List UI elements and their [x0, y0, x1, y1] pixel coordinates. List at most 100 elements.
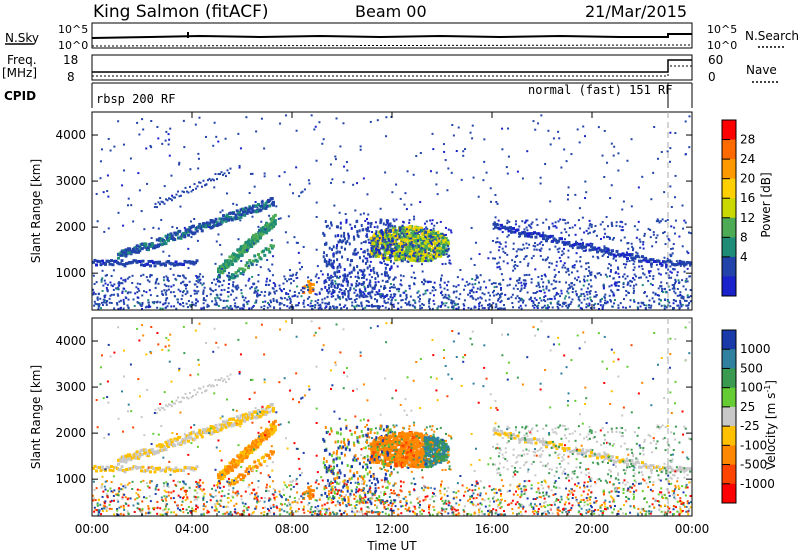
power-cell	[330, 285, 333, 288]
power-cell	[142, 128, 145, 131]
power-cell	[684, 120, 687, 123]
power-cell	[539, 249, 542, 252]
power-cell	[354, 252, 357, 256]
power-cell	[415, 235, 419, 239]
velocity-cell	[204, 431, 208, 435]
power-cell	[228, 255, 232, 259]
power-cell	[574, 290, 577, 293]
power-cell	[164, 306, 167, 309]
power-cell	[372, 234, 376, 238]
velocity-cell	[217, 379, 220, 382]
power-cell	[385, 219, 388, 223]
velocity-cell	[163, 446, 167, 450]
power-cell	[572, 287, 575, 290]
power-cell	[627, 247, 630, 250]
power-cell	[532, 254, 535, 257]
power-cell	[550, 283, 553, 286]
power-cell	[118, 281, 121, 284]
power-cell	[95, 263, 98, 267]
power-cell	[628, 259, 631, 262]
power-cell	[216, 280, 219, 283]
power-cell	[434, 233, 438, 237]
power-cell	[219, 280, 222, 283]
power-cell	[394, 246, 397, 249]
power-cell	[180, 282, 183, 285]
power-cell	[106, 283, 109, 286]
power-cell	[298, 261, 301, 264]
power-cell	[276, 301, 279, 304]
power-cell	[234, 275, 237, 278]
power-cell	[341, 291, 344, 295]
power-cell	[381, 233, 384, 237]
velocity-cell	[576, 452, 580, 456]
power-cell	[356, 219, 359, 223]
power-cell	[593, 295, 596, 298]
power-cell	[370, 250, 374, 254]
power-cell	[622, 281, 625, 284]
power-cell	[303, 188, 306, 191]
power-cell	[606, 275, 609, 278]
power-cell	[329, 259, 332, 262]
power-cell	[624, 223, 627, 226]
power-cell	[240, 253, 244, 257]
power-cell	[503, 307, 506, 310]
velocity-cell	[131, 466, 134, 470]
power-cell	[387, 298, 390, 301]
power-cell	[171, 194, 174, 197]
power-cell	[346, 257, 349, 261]
power-cell	[582, 292, 585, 295]
power-cell	[284, 231, 287, 234]
power-cell	[120, 277, 123, 280]
power-cell	[609, 197, 612, 200]
power-cell	[526, 264, 529, 267]
velocity-cell	[273, 419, 277, 423]
power-cell	[337, 240, 340, 244]
power-cell	[174, 277, 177, 280]
power-cell	[625, 294, 628, 297]
power-cell	[448, 259, 451, 262]
power-cell	[526, 247, 529, 250]
power-cell	[172, 273, 175, 276]
power-cell	[225, 299, 228, 302]
power-cell	[95, 281, 98, 284]
power-cell	[429, 219, 432, 222]
power-cell	[417, 255, 420, 258]
power-cell	[426, 240, 430, 244]
power-cell	[372, 239, 375, 242]
velocity-cell	[650, 468, 653, 472]
power-cell	[424, 249, 427, 252]
velocity-cell	[606, 453, 610, 457]
power-cell	[340, 307, 343, 310]
power-cell	[369, 281, 372, 284]
power-cell	[651, 258, 655, 262]
power-cell	[567, 193, 570, 196]
power-cell	[666, 299, 669, 302]
power-cell	[385, 135, 388, 138]
velocity-cell	[605, 456, 608, 460]
power-cell	[356, 229, 359, 233]
power-cell	[446, 284, 449, 287]
power-cell	[537, 283, 540, 286]
power-cell	[239, 219, 242, 222]
power-cell	[685, 277, 688, 280]
power-cell	[676, 271, 679, 274]
power-cell	[379, 285, 382, 288]
power-cell	[445, 302, 448, 305]
power-cell	[673, 307, 676, 310]
power-cell	[360, 282, 363, 286]
power-cell	[577, 296, 580, 299]
velocity-cell	[648, 464, 652, 468]
velocity-cell	[516, 434, 520, 438]
power-cell	[354, 275, 357, 278]
power-cell	[189, 185, 191, 188]
power-cell	[514, 220, 517, 223]
power-cell	[395, 229, 399, 233]
power-cell	[410, 250, 414, 254]
power-cell	[432, 250, 436, 254]
power-cell	[199, 282, 202, 285]
power-cell	[415, 229, 418, 232]
power-cell	[651, 245, 654, 248]
power-cell	[642, 247, 645, 250]
power-cell	[511, 259, 514, 262]
power-cell	[379, 237, 383, 241]
